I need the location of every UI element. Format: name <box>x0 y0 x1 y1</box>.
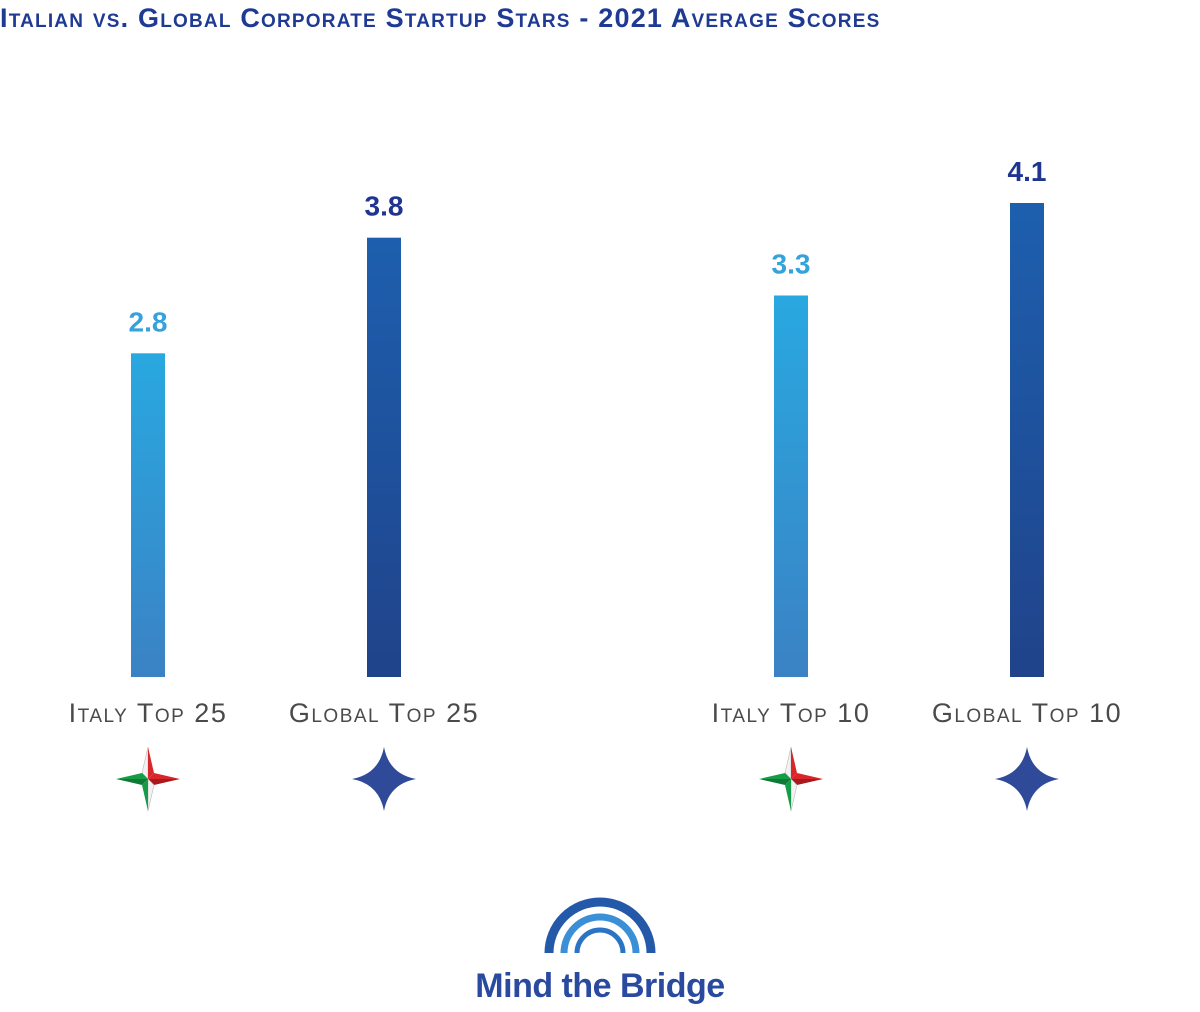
value-label-italy-top-10: 3.3 <box>772 248 811 279</box>
logo-text: Mind the Bridge <box>475 967 725 1005</box>
category-label-global-top-25: Global Top 25 <box>289 698 479 728</box>
global-star-icon <box>352 747 416 811</box>
bar-global-top-10 <box>1010 203 1044 677</box>
bar-italy-top-25 <box>131 353 165 677</box>
bar-chart: 2.8 3.8 3.3 4.1 Italy Top 25 Global Top 25 It… <box>69 156 1122 812</box>
bridge-arcs-icon <box>544 897 656 954</box>
chart-title: Italian vs. Global Corporate Startup Sta… <box>0 3 881 33</box>
bar-italy-top-10 <box>774 295 808 677</box>
italy-star-icon <box>759 746 823 812</box>
italy-star-icon <box>116 746 180 812</box>
value-label-global-top-25: 3.8 <box>365 191 404 222</box>
bar-global-top-25 <box>367 237 401 677</box>
category-label-global-top-10: Global Top 10 <box>932 698 1122 728</box>
value-label-italy-top-25: 2.8 <box>129 306 168 337</box>
mind-the-bridge-logo: Mind the Bridge <box>470 895 730 1010</box>
value-label-global-top-10: 4.1 <box>1008 156 1047 187</box>
category-label-italy-top-25: Italy Top 25 <box>69 698 228 728</box>
global-star-icon <box>995 747 1059 811</box>
category-label-italy-top-10: Italy Top 10 <box>712 698 871 728</box>
